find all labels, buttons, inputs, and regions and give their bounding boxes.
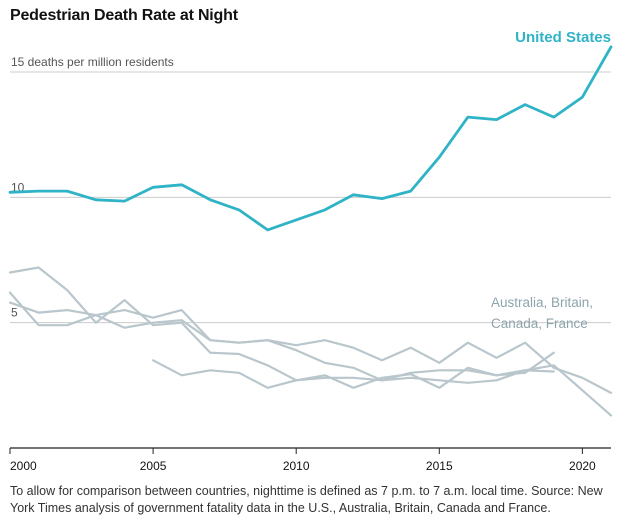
other-country-line-2 (8, 291, 555, 382)
x-tick-label-2020: 2020 (569, 459, 596, 473)
x-axis-ticks: 2000 2005 2010 2015 2020 (9, 448, 596, 473)
united-states-series (8, 45, 613, 232)
other-country-line-4 (152, 359, 613, 417)
united-states-label: United States (515, 29, 611, 46)
united-states-line (8, 45, 613, 232)
x-tick-label-2005: 2005 (140, 459, 167, 473)
other-countries-label: Australia, Britain, Canada, France (491, 295, 593, 331)
other-country-line-1 (8, 266, 555, 389)
x-tick-label-2000: 2000 (10, 459, 37, 473)
x-tick-label-2010: 2010 (283, 459, 310, 473)
footnote: To allow for comparison between countrie… (10, 484, 603, 515)
other-countries-series (8, 266, 613, 417)
x-tick-label-2015: 2015 (426, 459, 453, 473)
other-countries-label-line-1: Australia, Britain, (491, 295, 593, 310)
other-countries-label-line-2: Canada, France (491, 316, 588, 331)
gridlines (10, 71, 611, 324)
other-country-line-3 (8, 301, 613, 394)
chart-title: Pedestrian Death Rate at Night (10, 7, 238, 24)
y-tick-label-5: 5 (11, 306, 18, 320)
y-tick-label-15: 15 deaths per million residents (11, 55, 174, 69)
